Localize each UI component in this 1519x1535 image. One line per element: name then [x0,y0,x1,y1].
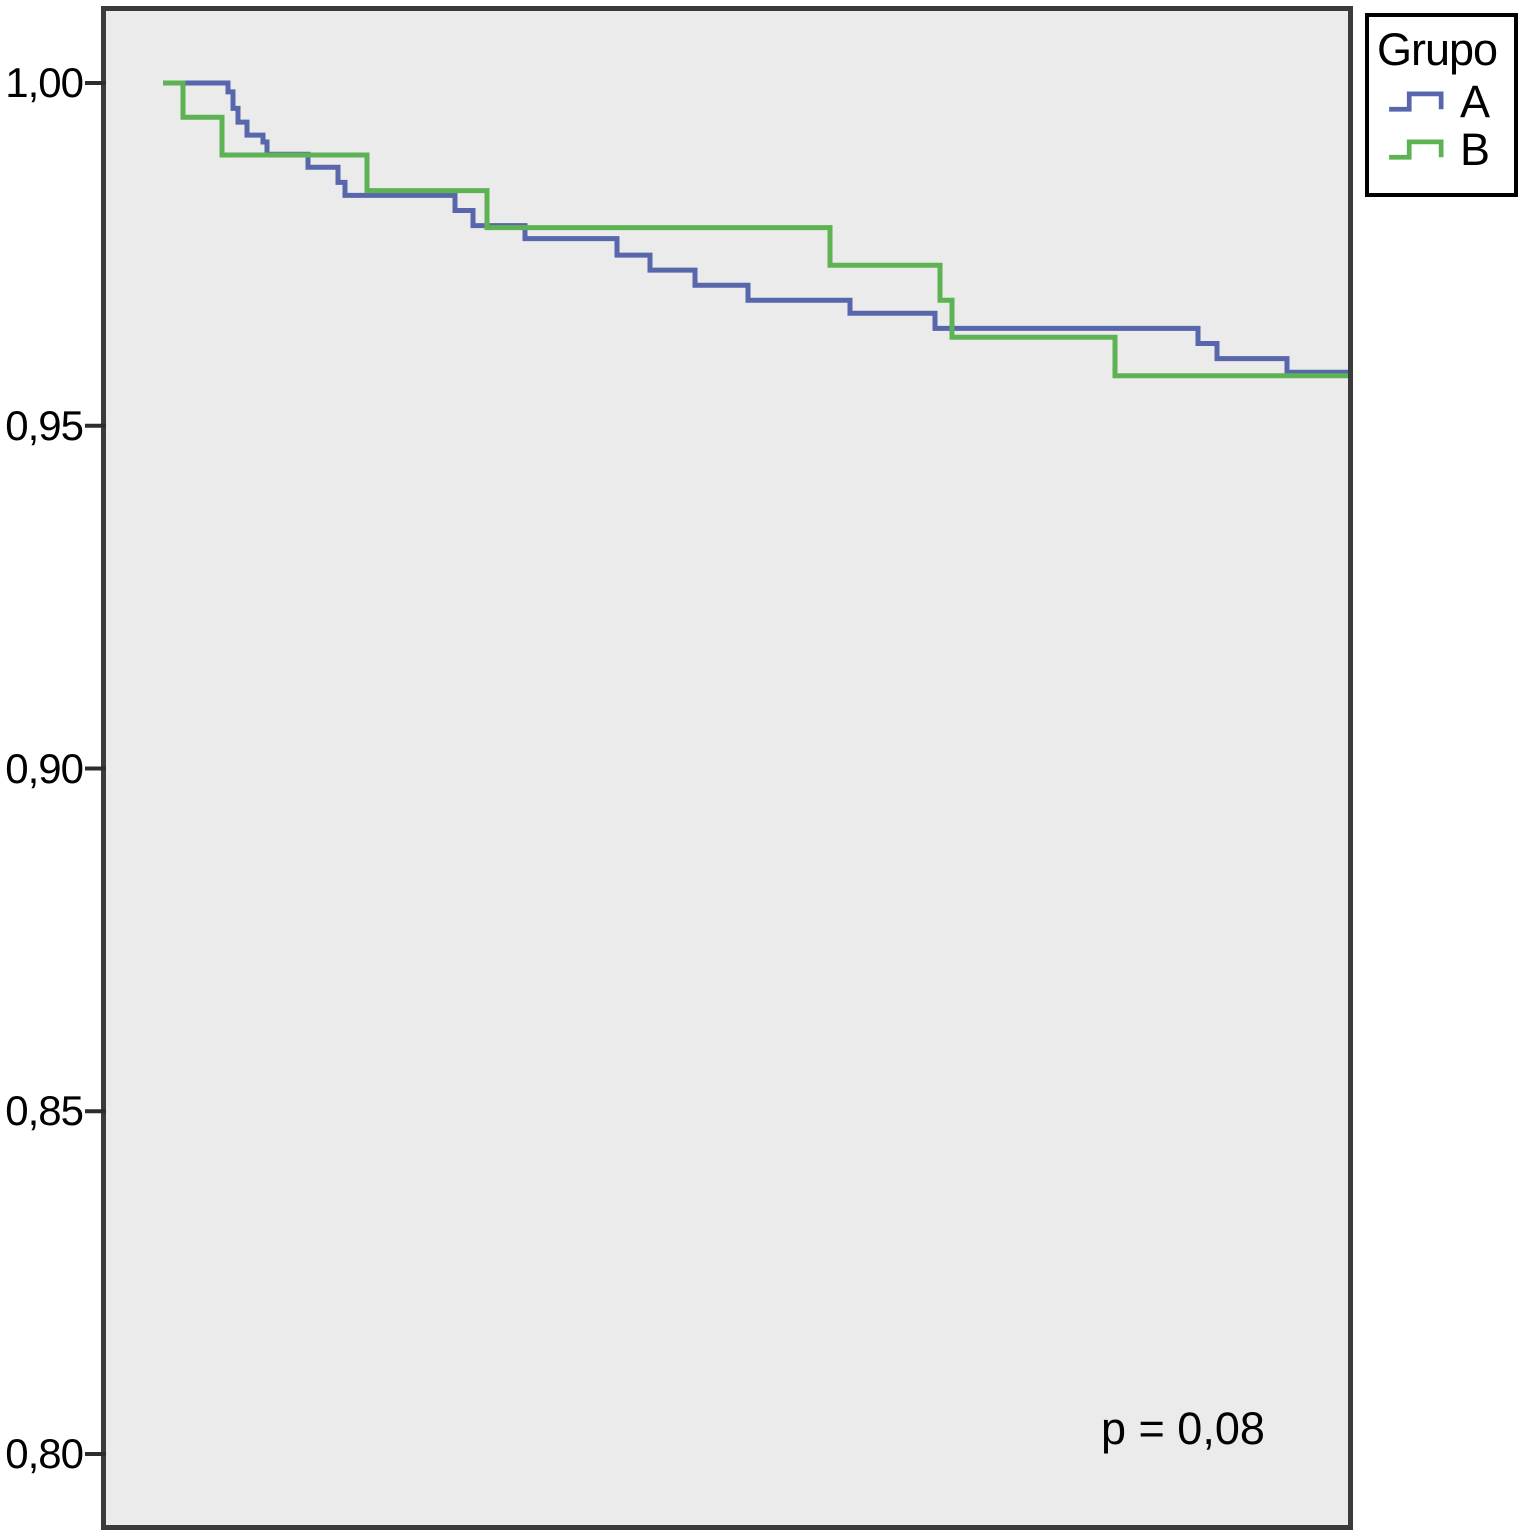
y-axis-tick-label: 0,95 [5,401,84,449]
legend-entry-a: A [1377,75,1514,127]
p-value-annotation: p = 0,08 [1101,1403,1265,1454]
legend-entry-label: A [1460,75,1491,127]
legend-box: Grupo A B [1365,13,1518,197]
legend-entry-b: B [1377,123,1514,175]
plot-area [101,6,1353,1530]
legend-entry-label: B [1460,123,1491,175]
legend-title: Grupo [1377,24,1498,75]
y-axis-tick-label: 0,90 [5,744,84,792]
y-axis-tick-label: 0,85 [5,1087,84,1135]
step-line-icon [1389,139,1444,160]
step-line-icon [1389,91,1444,112]
y-axis-tick-label: 0,80 [5,1430,84,1477]
y-axis-tick-label: 1,00 [5,59,84,106]
